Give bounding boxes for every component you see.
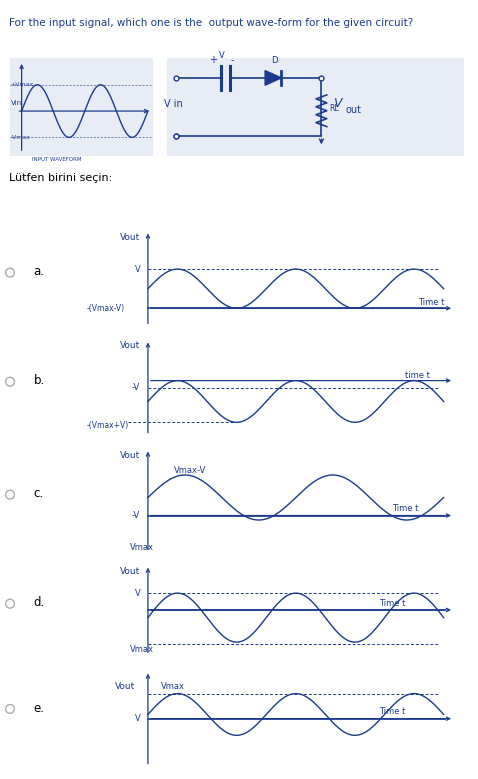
Text: -: - [231, 55, 234, 65]
Text: -Vmax: -Vmax [11, 135, 31, 140]
Text: Time t: Time t [392, 503, 419, 513]
Text: For the input signal, which one is the  output wave-form for the given circuit?: For the input signal, which one is the o… [10, 18, 414, 27]
Text: Vout: Vout [120, 567, 140, 576]
Text: Time t: Time t [380, 707, 406, 716]
Text: V: V [333, 97, 342, 110]
Polygon shape [265, 71, 282, 85]
Text: d.: d. [33, 597, 45, 609]
Text: V: V [134, 265, 140, 273]
Text: -V: -V [132, 383, 140, 392]
Text: Vout: Vout [120, 233, 140, 242]
Text: Time t: Time t [380, 599, 406, 608]
Text: -V: -V [132, 511, 140, 520]
Text: Vout: Vout [120, 341, 140, 351]
Text: -(Vmax-V): -(Vmax-V) [86, 304, 124, 313]
Text: e.: e. [33, 702, 44, 714]
Text: V in: V in [164, 99, 183, 109]
Text: D: D [271, 56, 277, 65]
Text: time t: time t [405, 371, 430, 379]
Text: Vout: Vout [115, 682, 135, 691]
Text: +: + [209, 55, 217, 65]
Text: -(Vmax+V): -(Vmax+V) [86, 421, 129, 429]
Text: out: out [345, 105, 361, 115]
Text: Vmax: Vmax [130, 645, 154, 654]
Text: Time t: Time t [418, 298, 444, 307]
Text: INPUT WAVEFORM: INPUT WAVEFORM [32, 157, 81, 162]
Text: b.: b. [33, 375, 45, 387]
Text: Vmax: Vmax [161, 682, 185, 691]
Text: V: V [134, 589, 140, 597]
Text: Vmax: Vmax [130, 543, 154, 552]
Text: Lütfen birini seçin:: Lütfen birini seçin: [10, 173, 113, 183]
Text: RL: RL [329, 104, 338, 113]
Text: +Vmax: +Vmax [11, 83, 34, 87]
Text: V: V [219, 51, 225, 61]
Text: Vin: Vin [11, 100, 22, 106]
Text: Vout: Vout [120, 451, 140, 460]
Text: c.: c. [33, 488, 43, 500]
Text: a.: a. [33, 266, 44, 278]
Text: Vmax-V: Vmax-V [174, 466, 206, 475]
Text: V: V [134, 714, 140, 723]
